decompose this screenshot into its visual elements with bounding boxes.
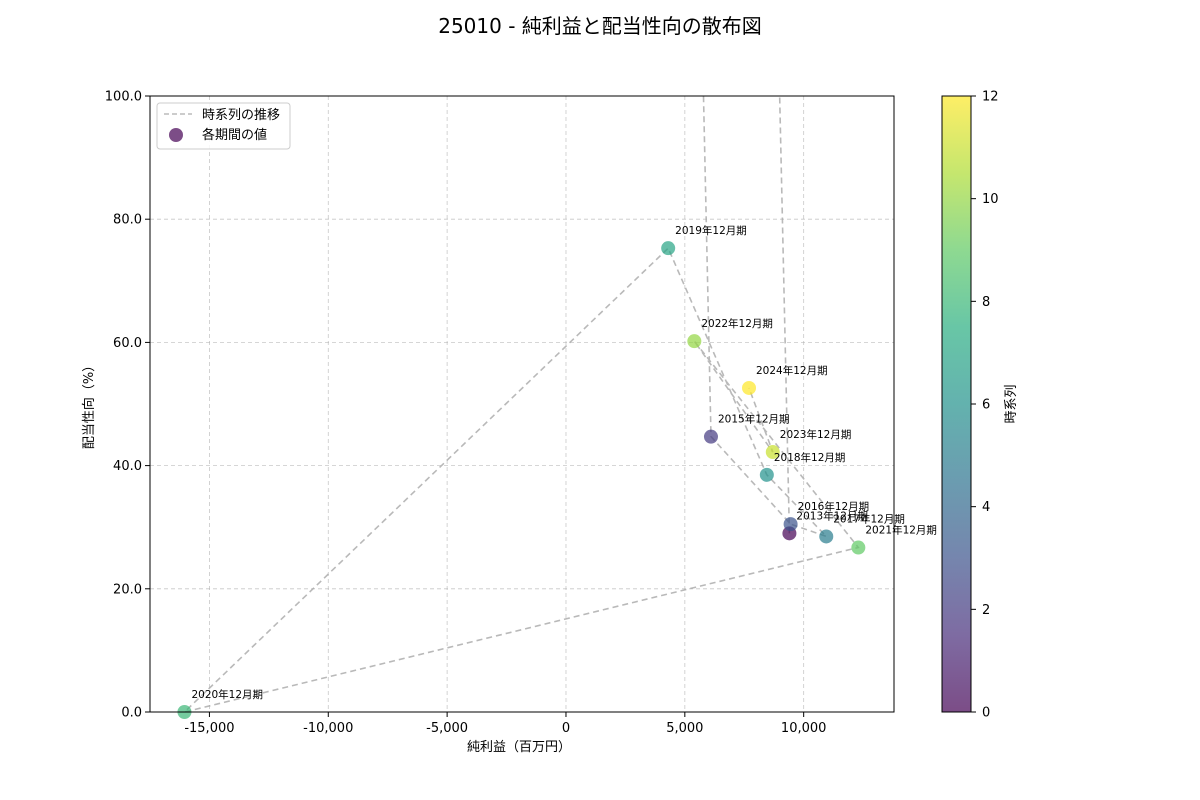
x-tick-label: -10,000 xyxy=(303,721,353,736)
colorbar-tick-label: 8 xyxy=(982,295,990,310)
y-tick-label: 60.0 xyxy=(113,336,142,351)
x-tick-label: 0 xyxy=(562,721,570,736)
colorbar-tick-label: 2 xyxy=(982,603,990,618)
point-label: 2013年12月期 xyxy=(796,509,868,522)
chart-title: 25010 - 純利益と配当性向の散布図 xyxy=(438,14,762,38)
data-point xyxy=(742,380,757,395)
legend-points-label: 各期間の値 xyxy=(202,127,267,143)
point-label: 2021年12月期 xyxy=(865,524,937,537)
plot-background xyxy=(150,96,894,712)
x-tick-label: 5,000 xyxy=(666,721,703,736)
colorbar-label: 時系列 xyxy=(1004,384,1019,423)
x-axis-label: 純利益（百万円） xyxy=(467,740,571,755)
data-points xyxy=(177,241,866,719)
data-point xyxy=(819,529,834,544)
y-tick-label: 80.0 xyxy=(113,213,142,228)
data-point xyxy=(661,241,676,256)
grid-lines xyxy=(150,95,894,713)
colorbar-tick-label: 4 xyxy=(982,500,990,515)
y-tick-label: 100.0 xyxy=(105,90,142,105)
y-axis-label: 配当性向（%） xyxy=(81,359,97,449)
point-label: 2020年12月期 xyxy=(191,688,263,701)
x-tick-label: -15,000 xyxy=(184,721,234,736)
colorbar-gradient xyxy=(941,95,972,713)
colorbar-tick-label: 0 xyxy=(982,706,990,721)
legend-line-label: 時系列の推移 xyxy=(202,108,280,123)
data-point xyxy=(687,334,702,349)
point-label: 2019年12月期 xyxy=(675,224,747,237)
data-point xyxy=(703,429,718,444)
y-axis: 0.0 20.0 40.0 60.0 80.0 100.0 xyxy=(105,90,150,721)
colorbar-ticks: 0 2 4 6 8 10 12 xyxy=(971,90,999,721)
point-label: 2015年12月期 xyxy=(718,413,790,426)
data-point xyxy=(851,540,866,555)
point-label: 2022年12月期 xyxy=(701,317,773,330)
legend: 時系列の推移 各期間の値 xyxy=(156,102,291,150)
plot-frame xyxy=(149,95,895,713)
point-label: 2016年12月期 xyxy=(798,500,870,513)
legend-point-swatch xyxy=(169,128,183,142)
data-point xyxy=(765,445,780,460)
point-label: 2017年12月期 xyxy=(833,512,905,525)
colorbar: 0 2 4 6 8 10 12 時系列 xyxy=(941,90,1019,721)
point-label: 2023年12月期 xyxy=(780,428,852,441)
x-tick-label: 10,000 xyxy=(781,721,827,736)
x-tick-label: -5,000 xyxy=(426,721,468,736)
colorbar-tick-label: 10 xyxy=(982,192,999,207)
colorbar-tick-label: 12 xyxy=(982,90,999,105)
colorbar-tick-label: 6 xyxy=(982,398,990,413)
point-label: 2024年12月期 xyxy=(756,364,828,377)
data-point xyxy=(759,467,774,482)
x-axis: -15,000 -10,000 -5,000 0 5,000 10,000 xyxy=(184,712,826,736)
y-tick-label: 20.0 xyxy=(113,582,142,597)
y-tick-label: 40.0 xyxy=(113,459,142,474)
data-point xyxy=(783,517,798,532)
y-tick-label: 0.0 xyxy=(121,706,142,721)
point-label: 2018年12月期 xyxy=(774,451,846,464)
